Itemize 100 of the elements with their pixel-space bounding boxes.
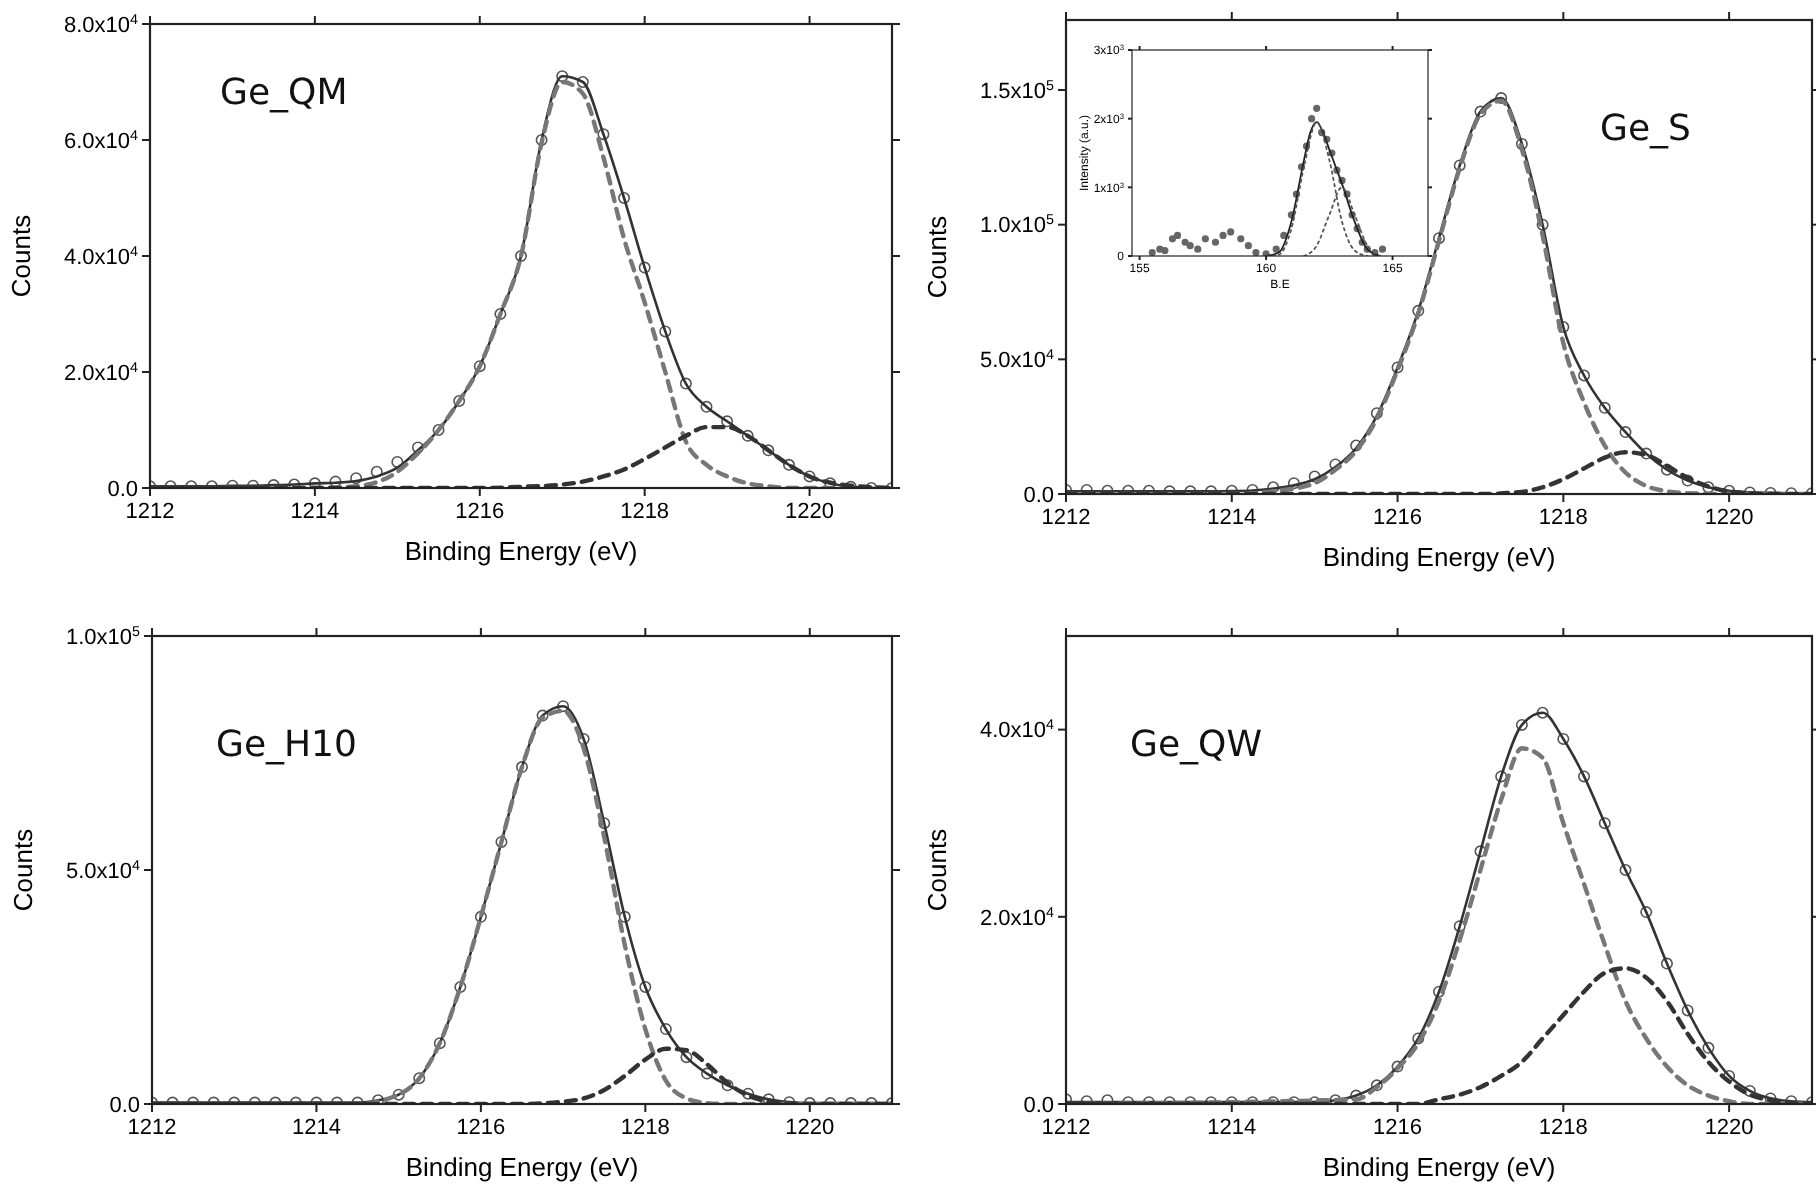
point <box>1640 906 1653 919</box>
point <box>1370 407 1383 420</box>
point <box>1702 1041 1715 1054</box>
text: Ge_QW <box>1130 724 1263 766</box>
point <box>473 360 486 373</box>
x-axis-title: Binding Energy (eV) <box>1322 1152 1556 1182</box>
point <box>680 1051 693 1064</box>
x-axis-title: Binding Energy (eV) <box>1322 542 1556 572</box>
x-tick-label: 1220 <box>785 500 835 524</box>
point <box>618 192 631 204</box>
y-axis-title: Counts <box>922 827 952 912</box>
point <box>535 134 548 146</box>
x-tick-label: 1212 <box>127 1116 177 1140</box>
point <box>1619 426 1632 439</box>
x-tick-label: 1214 <box>1207 1116 1257 1140</box>
point <box>515 250 527 262</box>
y-tick-label: 4.0x10$^{4}$ <box>63 243 139 270</box>
point <box>1495 92 1508 105</box>
point <box>639 981 652 993</box>
point <box>638 261 651 274</box>
y-tick-label: 2.0x10$^{4}$ <box>63 359 139 386</box>
point <box>782 458 795 471</box>
x-tick-label: 1214 <box>291 1116 341 1140</box>
point <box>659 325 672 338</box>
y-axis-title: Counts <box>8 827 38 912</box>
point <box>1453 920 1466 933</box>
point <box>370 465 383 478</box>
point <box>598 817 611 830</box>
point <box>1536 706 1549 719</box>
point <box>1495 770 1508 783</box>
point <box>1391 1060 1404 1073</box>
point <box>721 1079 734 1092</box>
point <box>1391 361 1404 374</box>
point <box>432 424 445 436</box>
point <box>1578 770 1591 783</box>
point <box>700 400 713 413</box>
point <box>597 128 610 141</box>
point <box>742 1087 755 1100</box>
x-tick-label: 1216 <box>455 500 505 524</box>
point <box>433 1037 446 1050</box>
x-tick-label: 1212 <box>125 500 175 524</box>
point <box>411 441 424 454</box>
y-tick-label: 1.0x10$^{5}$ <box>65 623 141 650</box>
x-tick-label: 1218 <box>1538 506 1588 530</box>
point <box>1557 732 1570 745</box>
point <box>1412 304 1425 317</box>
x-tick-label: 1218 <box>1538 1116 1588 1140</box>
point <box>1412 1032 1425 1045</box>
point <box>494 308 507 320</box>
x-tick-label: 1220 <box>1704 1116 1754 1140</box>
x-tick-label: 1220 <box>785 1116 835 1140</box>
y-tick-label: 2.0x10$^{4}$ <box>979 904 1055 931</box>
y-axis-title: Counts <box>6 213 36 298</box>
point <box>1474 105 1487 118</box>
point <box>1640 447 1653 460</box>
point <box>392 1088 405 1101</box>
point <box>1598 401 1611 414</box>
x-axis-title: Binding Energy (eV) <box>405 1152 639 1182</box>
point <box>557 700 570 713</box>
point <box>803 470 816 483</box>
x-axis-title: Binding Energy (eV) <box>404 536 638 566</box>
point <box>1370 1079 1383 1092</box>
point <box>413 1072 426 1085</box>
point <box>1660 957 1673 970</box>
x-tick-label: 1212 <box>1041 506 1091 530</box>
point <box>1453 159 1466 172</box>
x-tick-label: 1218 <box>620 1116 670 1140</box>
y-tick-label: 1.5x10$^{5}$ <box>979 77 1055 104</box>
point <box>1287 477 1300 490</box>
x-tick-label: 1220 <box>1704 506 1754 530</box>
y-tick-label: 0.0 <box>107 477 138 502</box>
y-tick-label: 5.0x10$^{4}$ <box>65 857 141 884</box>
x-tick-label: 1216 <box>1373 1116 1423 1140</box>
text: Ge_QM <box>220 72 348 114</box>
y-tick-label: 6.0x10$^{4}$ <box>63 127 139 154</box>
y-tick-label: 8.0x10$^{4}$ <box>63 11 139 38</box>
x-tick-label: 1214 <box>1207 506 1257 530</box>
point <box>556 70 569 83</box>
point <box>679 377 692 390</box>
point <box>1598 817 1611 830</box>
point <box>1515 137 1528 150</box>
point <box>659 1023 672 1036</box>
x-tick-label: 1218 <box>620 500 670 524</box>
y-tick-label: 0.0 <box>1023 483 1054 508</box>
point <box>1515 718 1528 731</box>
y-tick-label: 0.0 <box>1023 1093 1054 1118</box>
point <box>576 76 589 88</box>
point <box>474 910 487 923</box>
y-tick-label: 4.0x10$^{4}$ <box>979 717 1055 744</box>
point <box>453 395 466 407</box>
x-tick-label: 1216 <box>1373 506 1423 530</box>
y-axis-title: Counts <box>922 214 952 299</box>
point <box>1536 218 1549 231</box>
point <box>701 1067 713 1080</box>
point <box>1578 369 1591 382</box>
y-tick-label: 0.0 <box>109 1093 140 1118</box>
point <box>1681 1004 1694 1017</box>
y-tick-label: 1.0x10$^{5}$ <box>979 212 1055 239</box>
text: Ge_H10 <box>216 724 357 766</box>
point <box>618 910 631 923</box>
